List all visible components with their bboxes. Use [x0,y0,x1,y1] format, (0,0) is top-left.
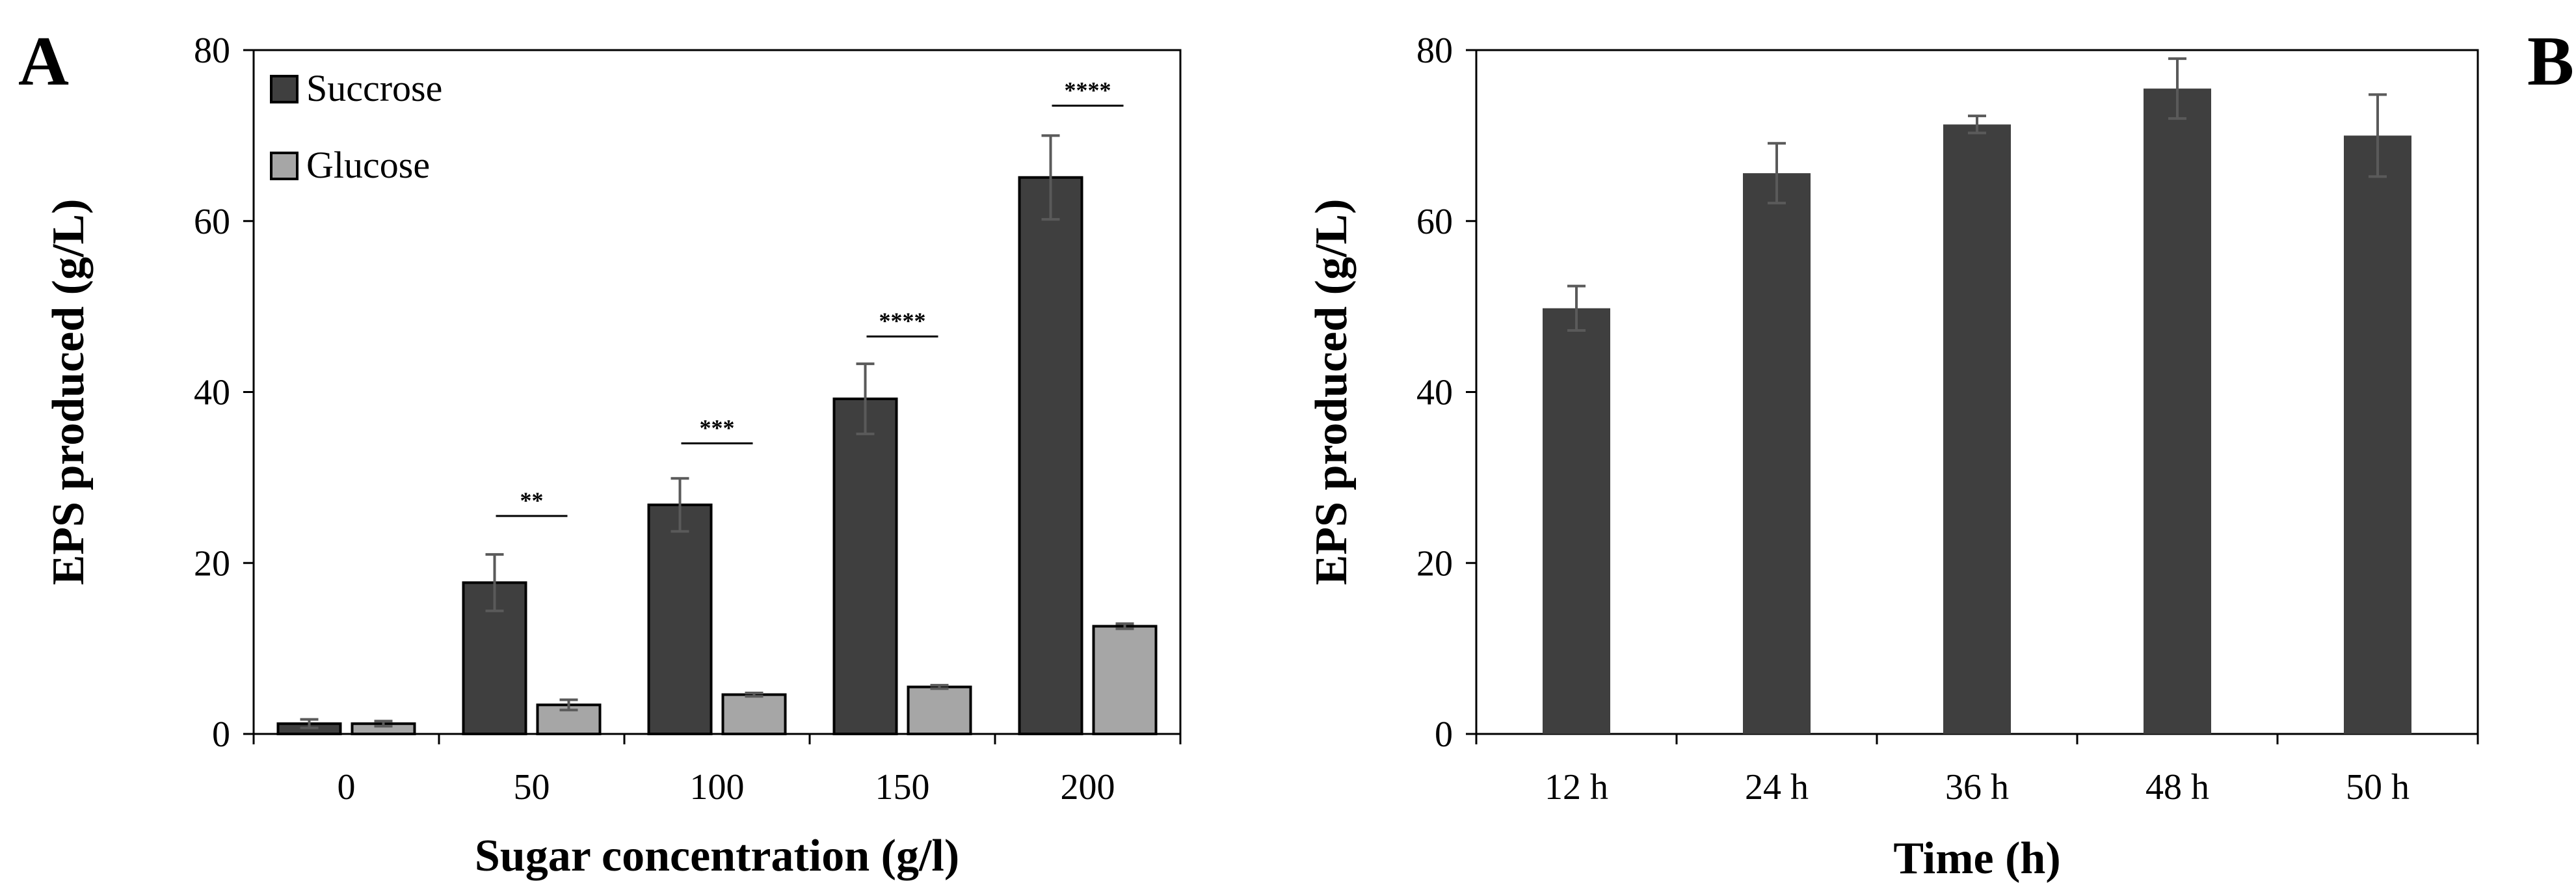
y-tick-label: 20 [1416,543,1453,584]
x-axis-title: Sugar concentration (g/l) [475,831,959,881]
legend-label: Glucose [306,144,430,186]
bar-eps [2144,88,2211,734]
y-tick-label: 60 [194,202,230,242]
bar-glucose [721,693,787,736]
bar-eps [1743,173,1811,734]
bar-succrose [647,503,713,735]
bar-succrose [1018,176,1083,735]
x-axis-title: Time (h) [1893,833,2060,884]
x-tick-label: 100 [690,767,745,807]
bar-glucose [907,685,972,736]
x-tick-label: 24 h [1745,767,1809,807]
x-tick-label: 36 h [1945,767,2009,807]
chart-b: 0 20 40 60 80 12 h 24 h 36 h 48 h 50 h Time (h) EPS… [1307,23,2574,884]
y-tick-label: 80 [194,31,230,71]
x-tick-label: 12 h [1545,767,1608,807]
legend-swatch [270,75,299,103]
y-axis-title: EPS produced (g/L) [44,199,94,586]
panel-label: B [2527,23,2574,100]
bar-eps [2344,135,2411,734]
panel-label: A [18,23,69,100]
significance-label: *** [700,414,735,440]
y-tick-label: 40 [194,373,230,413]
y-tick-label: 80 [1416,31,1453,71]
x-tick-label: 200 [1061,767,1115,807]
y-tick-label: 0 [1435,714,1453,755]
y-tick-label: 60 [1416,202,1453,242]
bar-succrose [832,398,898,735]
x-tick-label: 50 [514,767,550,807]
legend-swatch [270,152,299,180]
bar-glucose [1092,625,1158,736]
bar-eps [1543,308,1610,734]
significance-label: **** [879,308,926,334]
y-tick-label: 0 [212,714,230,755]
x-tick-label: 48 h [2145,767,2209,807]
y-tick-label: 20 [194,543,230,584]
x-tick-label: 0 [338,767,356,807]
significance-label: ** [520,487,544,513]
significance-label: **** [1065,77,1111,103]
bar-eps [1943,124,2011,734]
y-axis-title: EPS produced (g/L) [1307,199,1357,586]
x-tick-label: 50 h [2346,767,2410,807]
x-tick-label: 150 [875,767,930,807]
y-tick-label: 40 [1416,373,1453,413]
legend-label: Succrose [306,67,442,109]
